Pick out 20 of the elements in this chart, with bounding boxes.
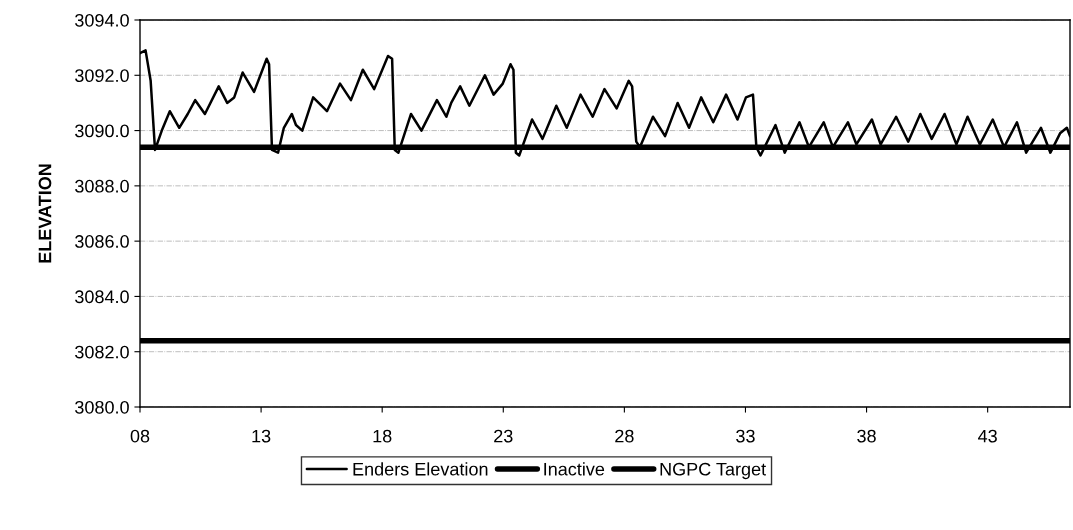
legend-label: Inactive [544,462,605,476]
y-tick-label: 3084.0 [75,290,129,304]
legend-label: NGPC Target [660,462,766,480]
x-tick-label: 38 [857,429,876,443]
x-tick-label: 43 [978,429,997,443]
y-tick-label: 3082.0 [75,345,129,359]
x-tick-label: 18 [373,429,392,443]
x-tick-label: 23 [494,429,513,443]
y-tick-label: 3088.0 [75,179,129,193]
y-tick-label: 3092.0 [75,69,129,83]
y-tick-label: 3094.0 [75,13,129,27]
y-axis-title: ELEVATION [38,164,52,263]
x-tick-label: 28 [615,429,634,443]
y-tick-label: 3090.0 [75,124,129,138]
x-tick-label: 13 [252,429,271,443]
x-tick-label: 33 [736,429,755,443]
y-tick-label: 3080.0 [75,400,129,414]
legend-label: Enders Elevation [353,462,488,476]
x-tick-label: 08 [130,429,150,443]
y-tick-label: 3086.0 [75,235,129,248]
